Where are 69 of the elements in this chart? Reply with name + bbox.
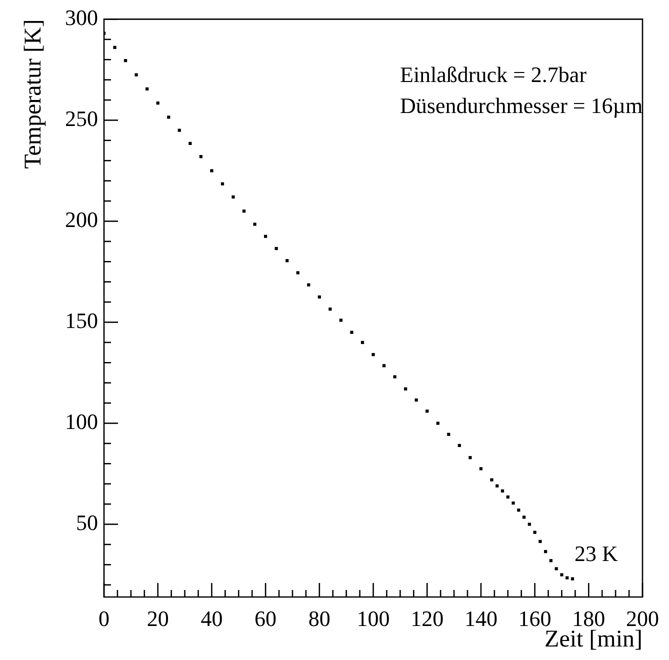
point: [220, 182, 224, 186]
point: [570, 577, 574, 580]
point: [414, 398, 418, 402]
annotation: Einlaßdruck = 2.7bar: [400, 62, 588, 87]
x-tick-label: 60: [254, 606, 277, 631]
point: [544, 550, 548, 554]
y-tick-label: 250: [65, 106, 98, 131]
annotation: 23 K: [574, 540, 618, 566]
x-tick-label: 140: [464, 606, 498, 631]
y-tick-label: 100: [65, 409, 98, 434]
point: [517, 508, 520, 512]
y-tick-label: 150: [65, 308, 98, 334]
point: [210, 169, 214, 172]
point: [447, 432, 450, 436]
point: [134, 73, 138, 76]
point: [253, 222, 256, 226]
point: [274, 246, 278, 250]
point: [458, 444, 461, 448]
annotation: Düsendurchmesser = 16µm: [400, 93, 643, 118]
point: [296, 271, 300, 274]
point: [350, 330, 354, 334]
point: [393, 375, 396, 378]
point: [560, 573, 564, 576]
point: [549, 559, 553, 562]
point: [264, 234, 268, 238]
point: [496, 484, 499, 488]
point: [146, 87, 149, 90]
point: [360, 340, 364, 344]
point: [328, 308, 332, 311]
point: [533, 530, 536, 534]
point: [404, 387, 408, 390]
x-tick-label: 20: [146, 606, 169, 631]
point: [156, 101, 160, 105]
point: [124, 59, 128, 62]
x-tick-label: 100: [356, 606, 390, 631]
point: [188, 142, 192, 146]
point: [468, 456, 472, 460]
point: [512, 502, 515, 505]
point: [318, 295, 321, 299]
point: [286, 259, 289, 262]
point: [382, 364, 386, 368]
point: [199, 155, 202, 158]
point: [436, 422, 440, 425]
point: [232, 195, 235, 199]
y-tick-label: 200: [65, 207, 98, 232]
point: [506, 495, 510, 499]
point: [500, 489, 504, 492]
point: [426, 410, 429, 413]
y-tick-label: 300: [65, 4, 98, 30]
point: [479, 467, 483, 470]
point: [339, 318, 342, 322]
point: [566, 576, 569, 580]
point: [528, 522, 531, 526]
point: [178, 128, 181, 132]
point: [113, 46, 116, 50]
x-tick-label: 120: [410, 606, 444, 631]
point: [167, 116, 170, 119]
x-tick-label: 40: [200, 606, 223, 631]
y-axis-title: Temperatur [K]: [20, 19, 46, 169]
x-tick-label: 80: [308, 606, 330, 631]
point: [554, 567, 558, 570]
y-tick-label: 50: [76, 510, 98, 536]
x-tick-label: 0: [98, 606, 110, 631]
point: [242, 210, 246, 213]
point: [522, 516, 526, 519]
point: [372, 353, 375, 356]
point: [538, 540, 542, 543]
point: [307, 283, 310, 286]
point: [490, 478, 494, 482]
